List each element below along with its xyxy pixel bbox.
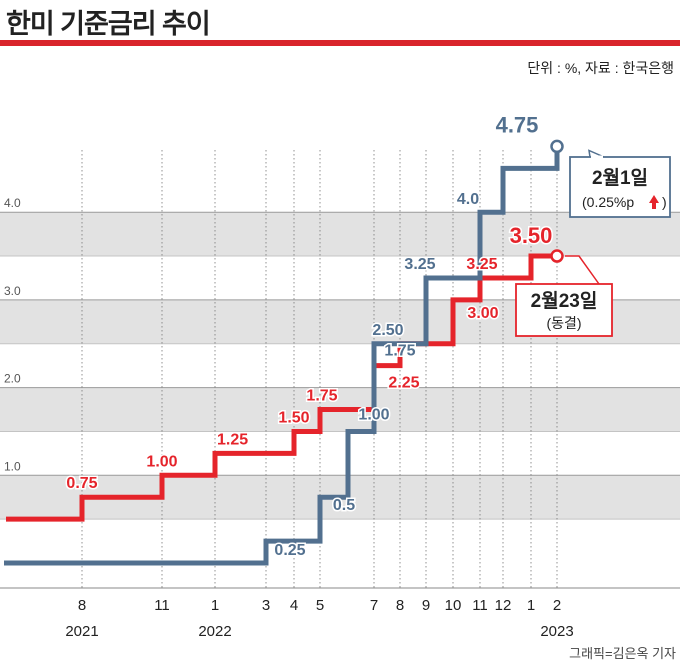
callout-sub: (0.25%p [582,194,634,210]
series-line-korea [6,253,557,522]
data-label-us: 0.5 [333,497,355,514]
x-tick-label: 11 [472,597,488,614]
y-tick-label: 3.0 [4,284,21,298]
data-label-korea: 2.25 [388,375,419,392]
grid-bands [0,211,680,589]
x-tick-label: 8 [78,597,86,614]
grid-band [0,212,680,257]
callout-sub-suffix: ) [662,194,667,210]
x-tick-label: 8 [396,597,404,614]
data-label-korea: 0.75 [66,475,97,492]
callout-title: 2월23일 [531,290,598,312]
data-label-us: 1.75 [384,343,415,360]
data-label-korea: 3.25 [466,256,497,273]
data-labels: 0.75 1.00 1.25 1.50 1.75 2.25 3.00 3.25 3.50 0.25… [65,111,554,561]
x-tick-label: 11 [154,597,170,614]
data-label-korea: 1.75 [306,388,337,405]
x-tick-label: 2 [553,597,561,614]
x-tick-label: 9 [422,597,430,614]
up-arrow [649,195,659,209]
callout-title: 2월1일 [592,167,648,189]
year-label: 2022 [198,623,231,640]
series-line-us [4,146,560,566]
y-tick-label: 4.0 [4,196,21,210]
source-note: 단위 : %, 자료 : 한국은행 [527,60,674,76]
data-label-us: 0.25 [274,542,305,559]
data-label-korea: 3.50 [510,223,553,248]
series-lines [4,139,564,566]
data-label-us: 4.75 [496,112,539,137]
callout-box [515,283,613,337]
data-label-us: 4.0 [457,191,479,208]
y-tick-label: 1.0 [4,459,21,473]
year-label: 2023 [540,623,573,640]
x-tick-label: 4 [290,597,298,614]
x-tick-label: 10 [445,597,462,614]
data-label-korea: 1.50 [278,409,309,426]
callouts: 2월1일 (0.25%p) 2월23일 (동결) [515,149,671,337]
data-label-us: 1.00 [358,406,389,423]
data-label-us: 2.50 [372,322,403,339]
x-tick-label: 1 [527,597,535,614]
page-title: 한미 기준금리 추이 [6,9,211,39]
x-tick-label: 7 [370,597,378,614]
credit: 그래픽=김은옥 기자 [569,646,676,661]
endpoint-marker-us [550,139,564,154]
data-label-korea: 3.00 [467,305,498,322]
x-tick-label: 1 [211,597,219,614]
callout-sub: (동결) [546,315,581,331]
x-tick-label: 3 [262,597,270,614]
title-rule [0,40,680,46]
year-label: 2021 [65,623,98,640]
callout-pointer [588,149,605,158]
x-tick-label: 5 [316,597,324,614]
x-tick-label: 12 [495,597,512,614]
data-label-korea: 1.25 [217,431,248,448]
callout-pointer [565,255,600,285]
y-tick-labels: 1.0 2.0 3.0 4.0 [4,196,21,473]
y-tick-label: 2.0 [4,372,21,386]
endpoint-marker-korea [550,249,564,263]
data-label-us: 3.25 [404,256,435,273]
data-label-korea: 1.00 [146,453,177,470]
